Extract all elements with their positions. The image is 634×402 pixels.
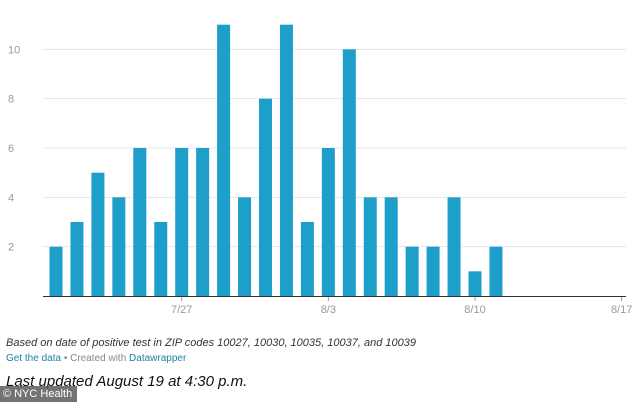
y-tick-label: 10 (8, 44, 20, 56)
x-tick-label: 8/17 (611, 304, 632, 316)
bar-8/2 (300, 222, 314, 296)
created-with-label: Created with (70, 353, 127, 364)
credit-text: NYC Health (14, 388, 73, 400)
x-tick-label: 8/10 (464, 304, 485, 316)
x-tick-label: 7/27 (171, 304, 192, 316)
get-data-link[interactable]: Get the data (6, 353, 62, 364)
bar-7/23 (91, 172, 105, 296)
bar-7/25 (133, 148, 147, 296)
bar-8/8 (426, 246, 440, 296)
bar-chart: 2 4 6 8 10 7/27 8/3 8/10 8/17 (8, 24, 632, 316)
bar-8/6 (384, 197, 398, 296)
chart-notes: Based on date of positive test in ZIP co… (6, 337, 416, 349)
chart-svg: 2 4 6 8 10 7/27 8/3 8/10 8/17 (8, 24, 632, 316)
bar-7/31 (259, 98, 272, 296)
y-tick-label: 2 (8, 242, 14, 254)
bar-8/4 (342, 49, 356, 296)
photo-credit: © NYC Health (0, 386, 78, 402)
y-tick-label: 6 (8, 143, 14, 155)
bar-8/11 (489, 246, 503, 296)
copyright-icon: © (3, 388, 12, 400)
x-axis-ticks: 7/27 8/3 8/10 8/17 (171, 296, 632, 316)
bar-8/9 (447, 197, 461, 296)
bar-7/21 (49, 246, 63, 296)
bars (49, 24, 503, 296)
bar-7/26 (154, 222, 168, 296)
datawrapper-link[interactable]: Datawrapper (129, 353, 187, 364)
bar-7/22 (70, 222, 84, 296)
footer-separator: • (63, 353, 68, 364)
bar-7/24 (112, 197, 126, 296)
bar-8/7 (405, 246, 419, 296)
bar-7/30 (238, 197, 252, 296)
y-tick-label: 4 (8, 192, 14, 204)
bar-8/3 (321, 148, 335, 296)
bar-7/28 (196, 148, 210, 296)
bar-7/29 (217, 24, 231, 296)
bar-7/27 (175, 148, 189, 296)
bar-8/5 (363, 197, 377, 296)
bar-8/1 (279, 24, 293, 296)
y-tick-label: 8 (8, 94, 14, 106)
chart-footer: Get the data • Created with Datawrapper (6, 353, 186, 364)
x-tick-label: 8/3 (321, 304, 336, 316)
last-updated-text: Last updated August 19 at 4:30 p.m. (6, 373, 248, 390)
y-axis-ticks: 2 4 6 8 10 (8, 44, 20, 253)
bar-8/10 (468, 271, 482, 296)
